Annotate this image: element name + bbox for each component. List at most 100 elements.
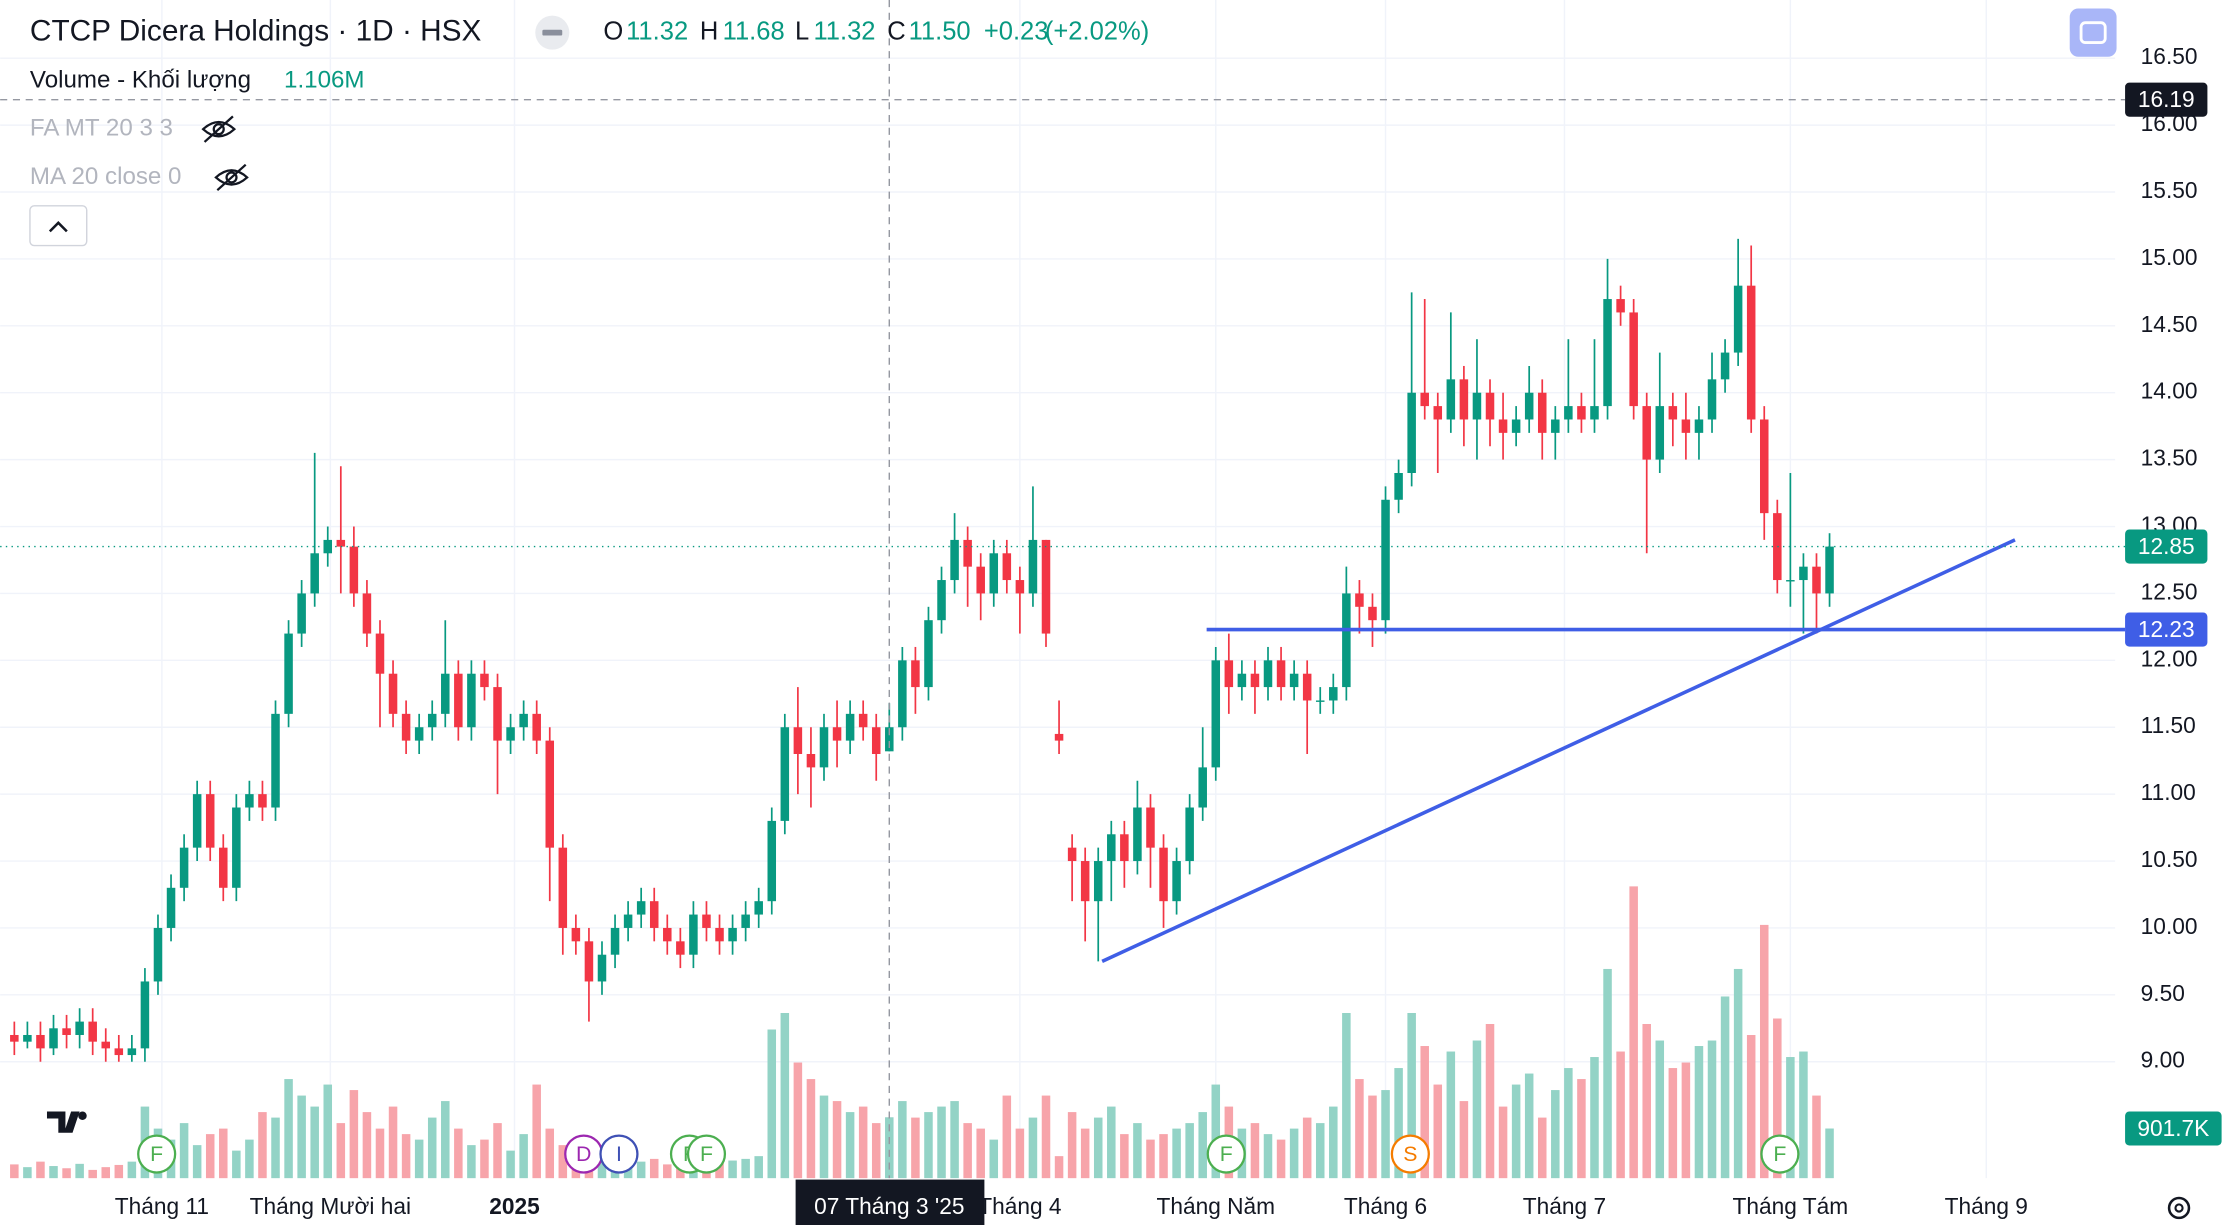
hidden-icon[interactable] xyxy=(214,163,249,192)
grid-layer xyxy=(0,0,2116,1179)
candle-body xyxy=(845,713,855,741)
candle-body xyxy=(1537,392,1547,433)
candle-body xyxy=(976,566,985,594)
volume-bar xyxy=(519,1134,528,1179)
collapse-button[interactable] xyxy=(29,205,88,247)
trend-line xyxy=(1101,538,2016,964)
candle-body xyxy=(1355,593,1364,607)
volume-bar xyxy=(1446,1051,1456,1179)
x-tick-label: Tháng Năm xyxy=(1156,1193,1275,1219)
candle-body xyxy=(871,727,881,754)
volume-bar xyxy=(1707,1040,1717,1179)
volume-bar xyxy=(232,1150,241,1179)
candle-body xyxy=(885,727,894,752)
volume-bar xyxy=(1577,1079,1586,1179)
ohlc-key: O xyxy=(603,17,623,45)
candle-body xyxy=(10,1034,19,1042)
volume-bar xyxy=(832,1101,842,1179)
candle-body xyxy=(676,941,685,955)
volume-bar xyxy=(1485,1024,1495,1179)
candle-body xyxy=(1054,733,1064,741)
y-tick-label: 14.50 xyxy=(2141,311,2198,337)
ohlc-value: 11.32 xyxy=(626,17,688,45)
volume-bar xyxy=(349,1090,359,1179)
volume-bar xyxy=(1394,1068,1403,1179)
candle-body xyxy=(1211,660,1221,768)
candle-body xyxy=(323,539,333,554)
volume-bar xyxy=(989,1139,999,1179)
candle-body xyxy=(663,927,672,942)
candle-body xyxy=(924,620,933,688)
volume-bar xyxy=(1681,1062,1691,1179)
volume-bar xyxy=(271,1117,280,1179)
eye-slash xyxy=(216,163,247,192)
chart-title: CTCP Dicera Holdings · 1D · HSX xyxy=(30,15,482,48)
candle-body xyxy=(467,673,476,728)
volume-bar xyxy=(1720,996,1730,1179)
eye-pupil xyxy=(225,171,238,184)
volume-bar xyxy=(127,1161,137,1179)
candle-body xyxy=(62,1028,71,1035)
y-tick-label: 16.50 xyxy=(2141,43,2198,69)
candle-body xyxy=(806,753,816,768)
volume-bar xyxy=(493,1123,502,1179)
volume-bar xyxy=(950,1101,959,1179)
candle-body xyxy=(793,727,803,754)
volume-bar xyxy=(179,1123,189,1179)
eye-slash xyxy=(203,115,234,143)
candle-body xyxy=(1812,566,1821,594)
volume-bar xyxy=(1773,1018,1782,1179)
candle-body xyxy=(1642,406,1651,460)
candle-body xyxy=(401,713,411,741)
event-label: F xyxy=(1773,1142,1786,1166)
volume-bar xyxy=(1603,968,1612,1179)
event-marker xyxy=(1390,1134,1430,1174)
candle-body xyxy=(1694,419,1704,433)
candle-body xyxy=(1302,673,1312,701)
candle-body xyxy=(950,539,959,581)
candle-body xyxy=(1368,606,1377,621)
crosshair-date-badge xyxy=(795,1179,985,1225)
volume-bar xyxy=(49,1166,58,1179)
volume-bar xyxy=(1159,1134,1168,1179)
volume-bar xyxy=(1825,1128,1834,1179)
candle-body xyxy=(1120,834,1129,862)
candle-body xyxy=(1707,379,1717,420)
volume-bar xyxy=(937,1106,946,1179)
screenshot-button[interactable] xyxy=(2069,8,2117,57)
event-label: S xyxy=(1403,1142,1417,1166)
candle-body xyxy=(205,794,215,848)
ohlc-value: 11.32 xyxy=(813,17,875,45)
toggle-icon xyxy=(542,29,563,36)
candle-body xyxy=(1107,834,1116,862)
y-tick-label: 12.00 xyxy=(2141,645,2198,671)
y-tick-label: 15.00 xyxy=(2141,244,2198,270)
candle-body xyxy=(388,673,398,714)
volume-bar xyxy=(284,1079,293,1179)
y-tick-label: 13.50 xyxy=(2141,445,2198,471)
volume-bar xyxy=(558,1145,568,1179)
candle-body xyxy=(480,673,489,688)
candle-body xyxy=(140,981,150,1049)
candle-body xyxy=(1524,392,1534,420)
candle-body xyxy=(1224,660,1234,688)
candle-body xyxy=(767,820,777,902)
volume-bar xyxy=(1368,1095,1377,1179)
volume-bar xyxy=(532,1084,541,1179)
candle-body xyxy=(179,847,189,888)
candle-body xyxy=(963,539,972,567)
settings-button[interactable] xyxy=(2167,1196,2191,1220)
candle-body xyxy=(937,580,946,621)
candle-body xyxy=(101,1041,111,1049)
candle-body xyxy=(1603,299,1612,407)
volume-bar xyxy=(1329,1106,1338,1179)
candle-body xyxy=(284,633,293,714)
hidden-icon[interactable] xyxy=(201,115,237,143)
candle-body xyxy=(1655,406,1665,460)
volume-bar xyxy=(1302,1117,1312,1179)
candle-body xyxy=(493,687,502,741)
event-marker xyxy=(599,1134,639,1174)
indicator-legend: FA MT 20 3 3 xyxy=(30,115,173,142)
volume-bar xyxy=(62,1168,71,1179)
volume-bar xyxy=(1498,1106,1508,1179)
